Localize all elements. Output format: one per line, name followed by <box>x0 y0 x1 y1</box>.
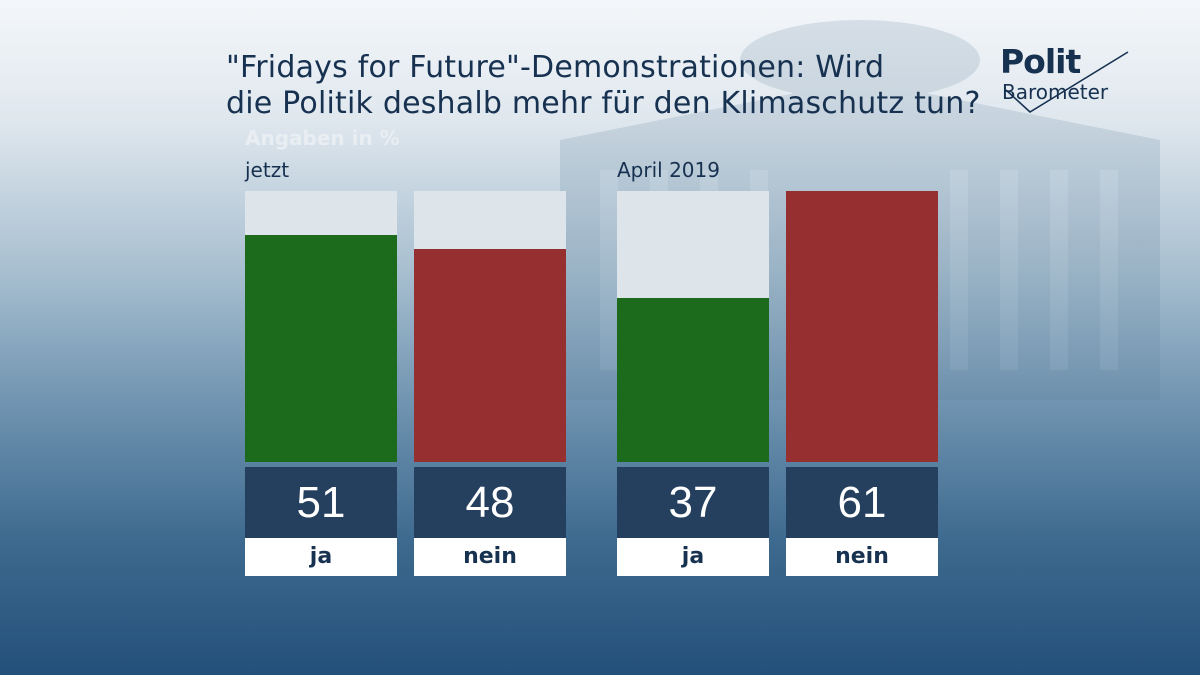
category-label: ja <box>617 538 769 576</box>
value-label: 48 <box>414 467 566 539</box>
logo-polit: Polit <box>1000 42 1081 81</box>
bar-ja-0 <box>245 235 397 462</box>
logo-barometer: Barometer <box>1002 80 1109 104</box>
bar-nein-0 <box>414 249 566 462</box>
bar-nein-1 <box>786 191 938 462</box>
title-line-2: die Politik deshalb mehr für den Klimasc… <box>226 86 981 121</box>
checkmark-icon <box>1005 51 1129 113</box>
title-line-1: "Fridays for Future"-Demonstrationen: Wi… <box>226 50 885 85</box>
group-label-0: jetzt <box>245 158 290 182</box>
category-label: nein <box>786 538 938 576</box>
value-label: 61 <box>786 467 938 539</box>
politbarometer-logo: Polit Barometer <box>1000 42 1130 113</box>
chart-subtitle: Angaben in % <box>245 126 400 150</box>
category-label: ja <box>245 538 397 576</box>
group-label-1: April 2019 <box>617 158 720 182</box>
chart-title: "Fridays for Future"-Demonstrationen: Wi… <box>226 50 986 122</box>
bar-ja-1 <box>617 298 769 462</box>
value-label: 51 <box>245 467 397 539</box>
category-label: nein <box>414 538 566 576</box>
value-label: 37 <box>617 467 769 539</box>
